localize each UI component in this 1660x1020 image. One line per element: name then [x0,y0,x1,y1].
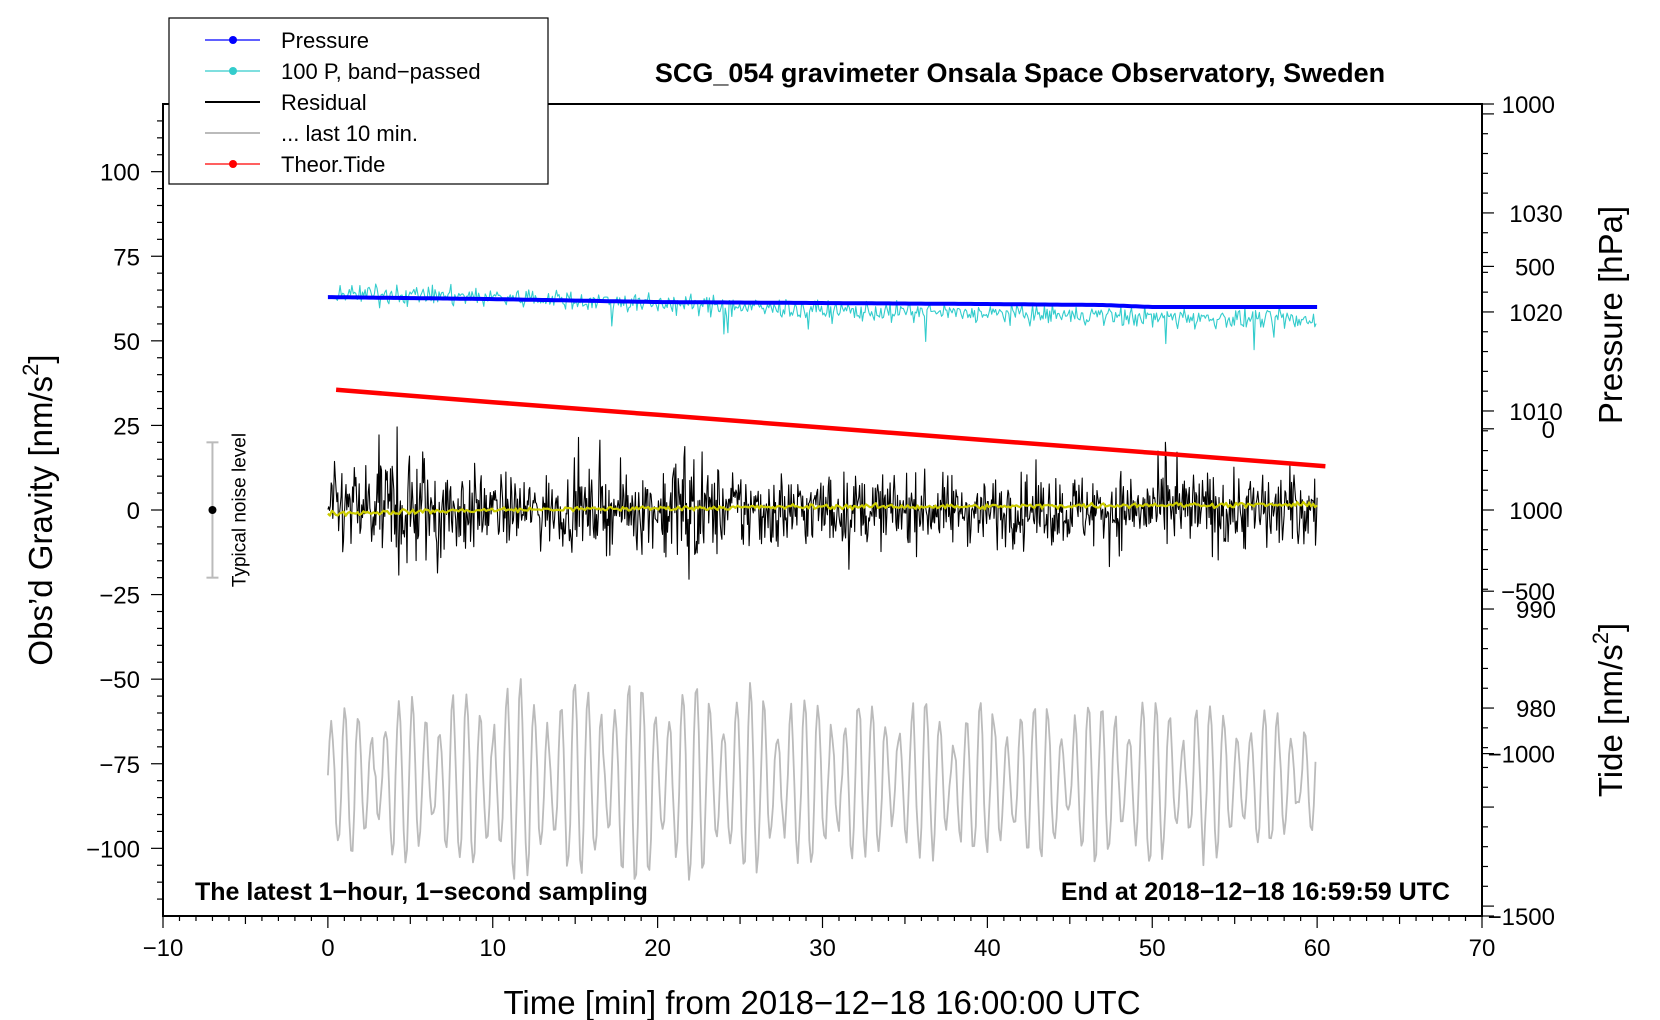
x-tick-label: 20 [644,935,671,962]
x-tick-label: 60 [1304,935,1331,962]
x-tick-label: −10 [143,935,184,962]
legend-entry: 100 P, band−passed [205,59,481,84]
chart-title: SCG_054 gravimeter Onsala Space Observat… [655,58,1385,88]
pressure-axis-ticks: 1030 1020 1010 1000 990 980 [1482,113,1563,907]
legend-swatch-marker [229,160,237,168]
end-time-note: End at 2018−12−18 16:59:59 UTC [1061,878,1450,906]
tide-axis-label-end: ] [1592,623,1629,632]
legend-entry: Pressure [205,28,369,53]
noise-level-indicator [206,441,219,579]
y-tick-label: 75 [113,244,140,271]
pressure-tick-label: 990 [1516,597,1556,624]
y-tick-label: 25 [113,413,140,440]
series-residual [327,426,1318,580]
pressure-tick-label: 980 [1516,696,1556,723]
legend-label: ... last 10 min. [281,121,418,146]
noise-level-label: Typical noise level [229,433,250,587]
y-axis-label-end: ] [22,354,59,363]
x-tick-label: 50 [1139,935,1166,962]
x-tick-label: 0 [321,935,334,962]
y-tick-label: −50 [99,667,140,694]
series-band-passed-pressure [335,283,1317,351]
pressure-tick-label: 1030 [1509,201,1562,228]
tide-tick-label: 500 [1515,254,1555,281]
legend-entry: Residual [205,90,367,115]
noise-level-center-dot [208,506,217,514]
tide-tick-label: 1000 [1502,92,1555,119]
series-residual-smoothed [327,500,1318,517]
x-tick-label: 40 [974,935,1001,962]
x-tick-label: 30 [809,935,836,962]
x-axis-ticks: −10 0 10 20 30 40 50 60 70 [143,916,1496,962]
y-axis-label-sup: 2 [18,364,43,376]
legend: Pressure 100 P, band−passed Residual ... la… [168,17,549,185]
tide-tick-label: 0 [1542,417,1555,444]
tide-tick-label: −1500 [1488,904,1555,931]
pressure-tick-label: 1020 [1509,300,1562,327]
y-tick-label: 100 [100,160,140,187]
pressure-tick-label: 1010 [1509,399,1562,426]
y-tick-label: −100 [86,836,140,863]
x-tick-label: 10 [479,935,506,962]
y-tick-label: 50 [113,329,140,356]
x-tick-label: 70 [1469,935,1496,962]
legend-label: Residual [281,90,367,115]
tide-tick-label: −1000 [1488,742,1555,769]
legend-entry: Theor.Tide [205,152,385,177]
series-theoretical-tide [335,387,1326,469]
tide-axis-label-sup: 2 [1588,632,1613,644]
series-last-10-min [327,678,1317,881]
y-axis-label: Obs’d Gravity [nm/s2] [18,354,59,665]
series-layer [327,283,1326,881]
series-pressure [327,295,1318,309]
y-axis-label-main: Obs’d Gravity [nm/s [22,376,59,666]
y-tick-label: −25 [99,583,140,610]
legend-label: Theor.Tide [281,152,385,177]
tide-axis-label-main: Tide [nm/s [1592,644,1629,797]
legend-label: 100 P, band−passed [281,59,481,84]
pressure-axis-label: Pressure [hPa] [1592,206,1629,424]
tide-axis-label: Tide [nm/s2] [1588,623,1629,797]
legend-swatch-marker [229,67,237,75]
x-axis-label: Time [min] from 2018−12−18 16:00:00 UTC [503,984,1140,1020]
tide-axis-ticks: 1000 500 0 −500 −1000 −1500 [1482,92,1555,931]
sampling-note: The latest 1−hour, 1−second sampling [195,878,648,906]
legend-entry: ... last 10 min. [205,121,418,146]
y-tick-label: −75 [99,752,140,779]
tide-tick-label: −500 [1501,579,1555,606]
y-axis-ticks: 100 75 50 25 0 −25 −50 −75 −100 [86,120,163,900]
pressure-tick-label: 1000 [1509,498,1562,525]
legend-label: Pressure [281,28,369,53]
legend-swatch-marker [229,36,237,44]
y-tick-label: 0 [127,498,140,525]
